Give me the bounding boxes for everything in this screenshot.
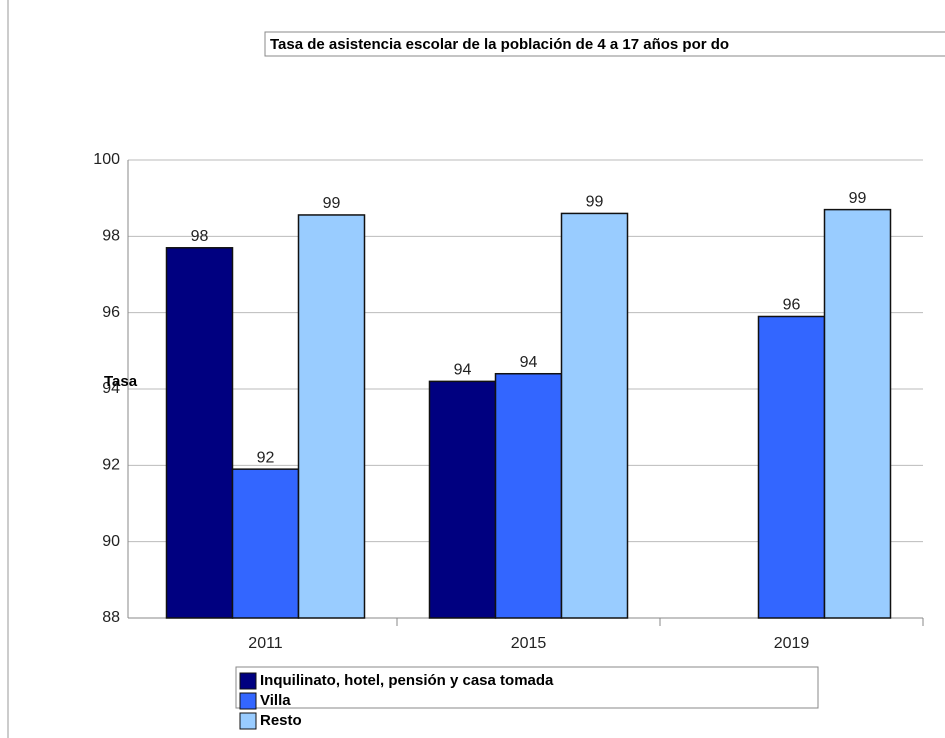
x-tick-label: 2011 — [248, 635, 283, 652]
y-tick-label: 90 — [102, 533, 120, 550]
value-label: 94 — [454, 362, 472, 379]
value-label: 96 — [783, 297, 801, 314]
bar — [823, 208, 892, 619]
x-tick-label: 2019 — [774, 635, 810, 652]
bar — [494, 372, 563, 619]
y-tick-label: 98 — [102, 228, 120, 245]
x-tick-label: 2015 — [511, 635, 547, 652]
value-label: 92 — [257, 449, 275, 466]
bar — [165, 247, 234, 619]
bar — [757, 315, 826, 619]
legend-label: Inquilinato, hotel, pensión y casa tomad… — [260, 672, 554, 689]
value-label: 99 — [849, 190, 867, 207]
bar — [428, 380, 497, 619]
bar — [231, 468, 300, 619]
bar — [560, 212, 629, 619]
plot: 88 90 92 94 96 98 100 2011 98 92 99 2015 94 94 99 2019 9… — [93, 151, 924, 652]
y-tick-label: 94 — [102, 380, 120, 397]
bar — [297, 214, 366, 619]
value-label: 99 — [323, 195, 341, 212]
legend-swatch — [239, 712, 257, 730]
title-box — [264, 31, 945, 57]
value-label: 99 — [586, 194, 604, 211]
legend-label: Resto — [260, 712, 302, 729]
y-tick-label: 92 — [102, 457, 120, 474]
legend-swatch — [239, 672, 257, 690]
y-tick-label: 96 — [102, 304, 120, 321]
y-tick-label: 88 — [102, 609, 120, 626]
chart-title: Tasa de asistencia escolar de la poblaci… — [270, 36, 729, 53]
value-label: 98 — [191, 228, 209, 245]
legend-box — [235, 666, 819, 709]
value-label: 94 — [520, 354, 538, 371]
y-axis-label: Tasa — [104, 373, 138, 390]
y-tick-label: 100 — [93, 151, 120, 168]
legend-swatch — [239, 692, 257, 710]
legend-label: Villa — [260, 692, 291, 709]
